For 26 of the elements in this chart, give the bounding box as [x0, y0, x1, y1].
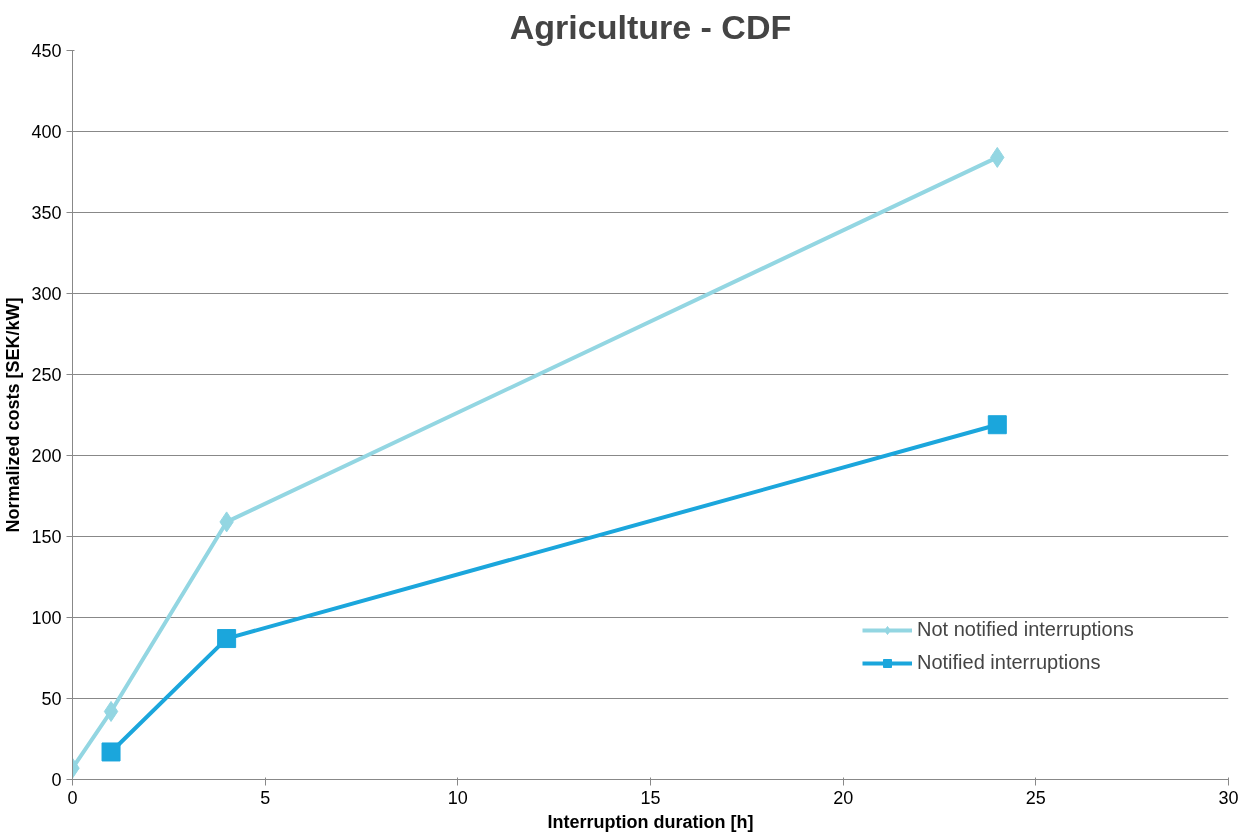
chart-title: Agriculture - CDF	[509, 7, 792, 46]
x-tick-label: 25	[1025, 787, 1046, 808]
x-tick-label: 10	[447, 787, 468, 808]
x-tick-label: 30	[1218, 787, 1239, 808]
y-tick-label: 250	[31, 365, 62, 385]
x-tick-label: 0	[67, 787, 78, 808]
y-tick-label: 100	[31, 608, 62, 628]
x-tick-label: 15	[640, 787, 661, 808]
legend-label: Not notified interruptions	[917, 618, 1134, 641]
y-tick-label: 50	[41, 689, 62, 709]
point	[217, 629, 237, 649]
y-tick-label: 200	[31, 446, 62, 466]
x-axis-title: Interruption duration [h]	[547, 811, 754, 832]
x-tick-label: 5	[260, 787, 271, 808]
y-tick-label: 0	[51, 770, 62, 790]
y-tick-label: 400	[31, 122, 62, 142]
x-tick-label: 20	[833, 787, 854, 808]
y-tick-label: 150	[31, 527, 62, 547]
point	[101, 742, 121, 762]
point	[103, 700, 119, 722]
y-tick-label: 350	[31, 203, 62, 223]
y-axis-title: Normalized costs [SEK/kW]	[3, 297, 24, 533]
legend-label: Notified interruptions	[917, 651, 1101, 674]
y-tick-label: 450	[31, 41, 62, 61]
point	[987, 415, 1007, 435]
y-tick-label: 300	[31, 284, 62, 304]
